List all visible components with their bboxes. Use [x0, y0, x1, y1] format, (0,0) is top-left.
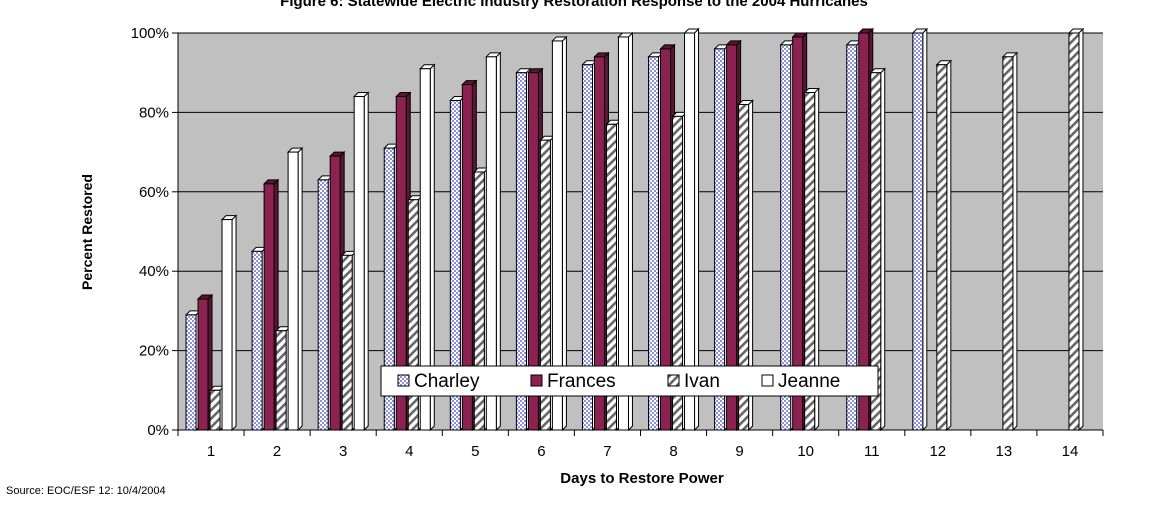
bar-side	[231, 214, 237, 432]
x-tick-label: 4	[405, 443, 413, 460]
x-tick-label: 5	[471, 443, 479, 460]
bar	[1067, 27, 1085, 432]
bar	[485, 51, 502, 432]
legend-swatch	[530, 374, 543, 387]
x-tick-label: 2	[273, 443, 281, 460]
bar	[935, 59, 953, 432]
legend-entry: Ivan	[684, 371, 720, 392]
x-tick-label: 13	[996, 443, 1013, 460]
x-tick-label: 8	[669, 443, 677, 460]
legend-entry: Charley	[414, 371, 480, 392]
x-tick-label: 14	[1062, 443, 1079, 460]
bar	[551, 35, 568, 432]
y-tick-label: 20%	[139, 343, 169, 360]
legend-swatch	[397, 374, 410, 387]
y-tick-label: 100%	[131, 25, 169, 42]
bar-front	[317, 179, 329, 431]
x-tick-label: 6	[537, 443, 545, 460]
bar-front	[287, 151, 299, 431]
bar-front	[275, 330, 287, 431]
bar-side	[363, 91, 369, 432]
bar	[220, 214, 238, 432]
bar-front	[209, 389, 221, 431]
bar-side	[922, 27, 928, 432]
x-tick-label: 1	[207, 443, 215, 460]
bar-front	[1068, 32, 1080, 431]
bar-front	[353, 96, 365, 431]
chart-title: Figure 6: Statewide Electric Industry Re…	[280, 0, 868, 10]
legend-swatch	[761, 374, 774, 387]
bar-front	[341, 254, 353, 431]
x-tick-label: 12	[929, 443, 946, 460]
x-tick-label: 10	[797, 443, 814, 460]
bar-front	[936, 64, 948, 431]
bar-front	[263, 183, 275, 431]
bar-side	[1012, 51, 1018, 432]
source-note: Source: EOC/ESF 12: 10/4/2004	[6, 485, 166, 497]
y-tick-label: 80%	[139, 104, 169, 121]
bar-front	[185, 314, 197, 431]
legend-box	[380, 365, 879, 397]
x-tick-label: 11	[864, 443, 880, 460]
legend: Charley Frances Ivan Jeanne	[380, 365, 879, 397]
y-tick-label: 0%	[147, 422, 169, 439]
bar-side	[880, 67, 886, 432]
y-tick-label: 40%	[139, 263, 169, 280]
bar	[869, 67, 886, 432]
y-tick-label: 60%	[139, 184, 169, 201]
bar-front	[251, 250, 263, 431]
bar	[737, 99, 754, 432]
bar	[352, 91, 370, 432]
x-tick-label: 3	[339, 443, 347, 460]
bar-front	[1002, 56, 1014, 431]
x-tick-label: 7	[603, 443, 611, 460]
x-axis-label: Days to Restore Power	[560, 470, 724, 487]
legend-swatch	[667, 374, 680, 387]
legend-entry: Frances	[547, 371, 616, 392]
bar-front	[329, 155, 341, 431]
bar-side	[297, 146, 303, 432]
legend-entry: Jeanne	[778, 371, 840, 392]
bar-front	[912, 32, 924, 431]
bar	[419, 63, 436, 432]
y-axis-label: Percent Restored	[79, 174, 95, 290]
bar-side	[1078, 27, 1084, 432]
bar	[1001, 51, 1019, 432]
bar	[683, 27, 700, 432]
bar	[911, 27, 929, 432]
x-tick-label: 9	[735, 443, 743, 460]
bar-side	[946, 59, 952, 432]
bar-front	[197, 298, 209, 431]
bar-front	[221, 219, 233, 431]
bar	[286, 146, 304, 432]
